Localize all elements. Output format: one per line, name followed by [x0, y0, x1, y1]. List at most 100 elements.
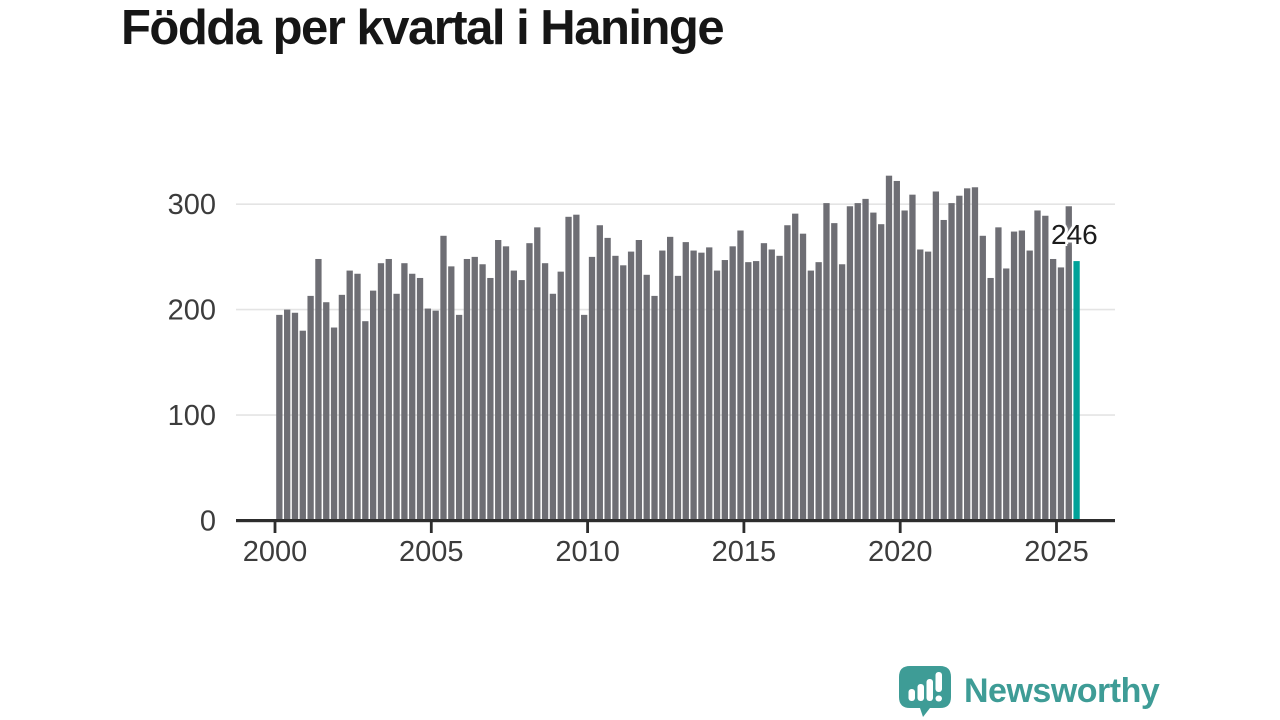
bar [440, 235, 447, 521]
bar [878, 224, 885, 521]
bar [948, 203, 955, 521]
bar [870, 212, 877, 521]
bar [369, 290, 377, 521]
brand-name: Newsworthy [964, 671, 1160, 710]
bar [776, 255, 783, 521]
x-axis-line [236, 519, 1115, 523]
bar [471, 256, 478, 521]
x-axis-label: 2005 [399, 536, 464, 568]
y-axis-label: 100 [168, 400, 216, 432]
bar [752, 261, 760, 521]
bar [534, 227, 541, 521]
bar [1010, 231, 1018, 521]
bar [393, 293, 400, 521]
bar [1003, 268, 1010, 521]
bar [1042, 215, 1049, 521]
bar [291, 312, 299, 521]
bar [518, 280, 525, 521]
bar [354, 273, 361, 521]
x-axis-tick [898, 519, 902, 533]
bar [737, 230, 744, 521]
bar [463, 258, 471, 521]
bar [612, 255, 619, 521]
bar [924, 251, 932, 521]
bar [1026, 250, 1033, 521]
bar [964, 188, 971, 521]
bar [823, 203, 830, 521]
x-axis-label: 2020 [868, 536, 933, 568]
bar [971, 187, 979, 521]
bar [487, 277, 494, 521]
bar [846, 206, 854, 521]
bar [667, 236, 674, 521]
bar [526, 243, 533, 521]
bar [792, 213, 799, 521]
bar [362, 321, 369, 521]
bar [565, 216, 572, 521]
bar [627, 251, 635, 521]
bar [674, 275, 682, 521]
bar [659, 250, 666, 521]
bar [940, 219, 947, 521]
y-axis-label: 200 [168, 295, 216, 327]
bar [862, 198, 869, 521]
y-axis-label: 300 [168, 189, 216, 221]
bar [815, 262, 822, 521]
bar [323, 302, 330, 521]
bar [838, 264, 846, 521]
bar [604, 237, 611, 521]
bar [682, 242, 689, 521]
bar [893, 180, 900, 521]
bar [315, 258, 322, 521]
x-axis-tick [429, 519, 433, 533]
bar [854, 203, 861, 521]
bar [346, 270, 353, 521]
value-annotation: 246 [1051, 219, 1098, 250]
bar [416, 277, 424, 521]
bar [620, 265, 627, 521]
bar [784, 225, 791, 521]
bar [1057, 267, 1065, 521]
x-axis-tick [742, 519, 746, 533]
bar [713, 270, 721, 521]
bar [729, 246, 736, 521]
bar [901, 210, 908, 521]
bar [330, 327, 338, 521]
bar [377, 263, 385, 521]
bar [479, 264, 486, 521]
x-axis-label: 2000 [243, 536, 308, 568]
bar [424, 308, 431, 521]
bar [690, 250, 697, 521]
bar [502, 246, 510, 521]
bar [760, 243, 768, 521]
bar [909, 194, 916, 521]
bar [643, 274, 650, 521]
bar [455, 314, 463, 521]
bar [1034, 210, 1041, 521]
highlighted-bar [1073, 261, 1080, 521]
bar [807, 270, 814, 521]
bar [995, 227, 1002, 521]
bar [448, 266, 455, 521]
bar [284, 309, 291, 521]
bar [581, 314, 588, 521]
bar [557, 271, 564, 521]
page-title: Födda per kvartal i Haninge [121, 1, 725, 55]
bar [432, 310, 439, 521]
bar [573, 214, 580, 521]
newsworthy-logo: Newsworthy [897, 663, 1160, 719]
bar [299, 330, 306, 521]
bar [932, 191, 940, 521]
bar [510, 270, 517, 521]
bar [276, 314, 283, 521]
bar [721, 260, 729, 521]
bar [885, 175, 893, 521]
bar [635, 240, 643, 521]
bar-chart-speech-bubble-icon [899, 666, 951, 717]
bar [409, 273, 416, 521]
bar [987, 277, 994, 521]
bar [1065, 206, 1072, 521]
x-axis-tick [1055, 519, 1058, 533]
bar [979, 235, 986, 521]
bar [495, 240, 502, 521]
